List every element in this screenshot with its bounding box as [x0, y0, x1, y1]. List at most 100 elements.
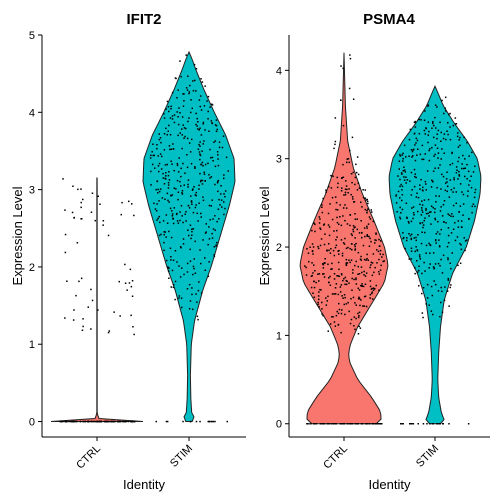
- x-tick-label: STIM: [414, 443, 441, 470]
- data-point: [470, 175, 472, 177]
- data-point: [200, 78, 202, 80]
- data-point: [176, 164, 179, 167]
- data-point: [455, 172, 458, 174]
- data-point: [64, 317, 66, 319]
- data-point: [211, 232, 213, 235]
- data-point: [308, 423, 310, 425]
- data-point: [468, 155, 470, 157]
- data-point: [204, 232, 207, 234]
- data-point: [207, 275, 210, 278]
- data-point: [370, 264, 372, 266]
- data-point: [322, 314, 324, 317]
- data-point: [227, 170, 229, 172]
- data-point: [208, 130, 210, 132]
- x-tick-label: CTRL: [321, 443, 350, 472]
- data-point: [174, 77, 177, 79]
- data-point: [421, 231, 423, 233]
- data-point: [320, 238, 323, 240]
- data-point: [332, 249, 335, 252]
- data-point: [351, 196, 354, 198]
- data-point: [194, 79, 196, 82]
- data-point: [457, 146, 460, 148]
- data-point: [118, 280, 120, 283]
- data-point: [428, 149, 430, 152]
- data-point: [352, 296, 355, 299]
- data-point: [204, 85, 206, 87]
- data-point: [425, 189, 427, 191]
- data-point: [216, 182, 219, 184]
- data-point: [216, 241, 218, 244]
- data-point: [427, 141, 429, 144]
- data-point: [466, 178, 468, 180]
- data-point: [169, 117, 172, 119]
- data-point: [187, 183, 189, 186]
- data-point: [454, 222, 456, 224]
- data-point: [329, 323, 332, 325]
- data-point: [195, 293, 197, 295]
- data-point: [450, 215, 452, 217]
- data-point: [91, 299, 94, 302]
- data-point: [158, 138, 161, 141]
- data-point: [177, 171, 180, 173]
- data-point: [197, 318, 199, 321]
- data-point: [71, 420, 73, 423]
- data-point: [343, 423, 346, 425]
- data-point: [451, 152, 453, 155]
- data-point: [454, 123, 457, 125]
- data-point: [324, 258, 326, 260]
- y-tick-label: 4: [29, 107, 35, 119]
- data-point: [197, 121, 199, 123]
- data-point: [171, 115, 174, 117]
- data-point: [344, 276, 347, 279]
- data-point: [421, 209, 423, 211]
- data-point: [183, 127, 186, 129]
- data-point: [410, 149, 413, 151]
- data-point: [350, 259, 353, 261]
- data-point: [178, 295, 181, 297]
- data-point: [358, 273, 361, 275]
- data-point: [402, 232, 404, 234]
- data-point: [382, 260, 384, 263]
- data-point: [170, 105, 172, 108]
- data-point: [344, 237, 346, 240]
- data-point: [355, 283, 358, 285]
- data-point: [422, 423, 425, 425]
- data-point: [107, 420, 109, 423]
- data-point: [192, 80, 194, 82]
- data-point: [431, 423, 434, 425]
- data-point: [173, 207, 175, 209]
- y-axis-label: Expression Level: [10, 186, 25, 285]
- data-point: [337, 312, 340, 315]
- data-point: [216, 220, 218, 223]
- data-point: [346, 158, 348, 160]
- data-point: [456, 135, 459, 138]
- data-point: [192, 211, 195, 214]
- data-point: [210, 420, 212, 423]
- data-point: [406, 239, 408, 242]
- data-point: [194, 272, 197, 274]
- data-point: [354, 218, 357, 220]
- data-point: [354, 328, 356, 331]
- data-point: [78, 280, 80, 283]
- data-point: [80, 201, 82, 204]
- data-point: [165, 259, 168, 262]
- data-point: [195, 112, 197, 115]
- data-point: [186, 154, 188, 156]
- data-point: [358, 297, 361, 300]
- data-point: [333, 321, 336, 323]
- data-point: [331, 196, 334, 199]
- data-point: [180, 185, 182, 187]
- data-point: [334, 117, 337, 119]
- data-point: [441, 148, 443, 150]
- data-point: [170, 148, 173, 150]
- data-point: [448, 214, 451, 216]
- data-point: [440, 188, 442, 190]
- data-point: [218, 141, 221, 143]
- data-point: [467, 423, 470, 425]
- data-point: [445, 110, 447, 112]
- data-point: [352, 171, 354, 174]
- data-point: [333, 147, 335, 150]
- data-point: [210, 176, 213, 178]
- data-point: [209, 106, 211, 108]
- data-point: [472, 171, 475, 173]
